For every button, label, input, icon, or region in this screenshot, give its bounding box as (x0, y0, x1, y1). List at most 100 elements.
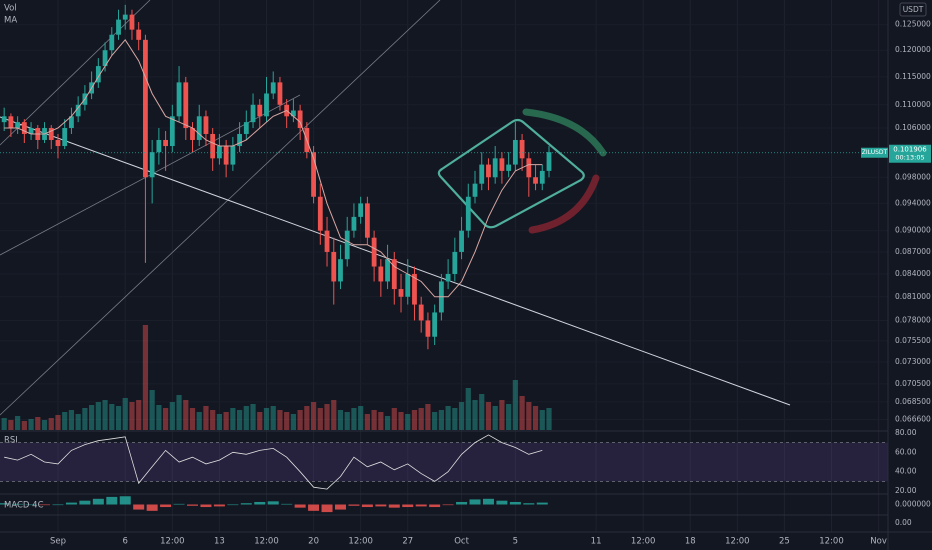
macd-bar (496, 500, 508, 505)
volume-bar (82, 408, 88, 430)
diamond-pattern (437, 118, 585, 229)
volume-bar (445, 406, 451, 430)
volume-bar (48, 418, 54, 430)
candle-body (15, 122, 21, 129)
candle-body (1, 116, 7, 123)
macd-bar (321, 504, 333, 513)
volume-bar (317, 408, 323, 430)
volume-bar (384, 416, 391, 430)
candle-body (183, 82, 189, 129)
rsi-tick-label: 60.00 (895, 447, 917, 456)
y-tick-label: 0.110000 (895, 100, 931, 109)
pane-tick-label: 0.00 (895, 518, 912, 527)
y-tick-label: 0.087000 (895, 247, 931, 256)
candle-body (351, 216, 357, 231)
volume-bar (378, 412, 384, 430)
candle-body (109, 34, 115, 51)
marks (0, 4, 888, 513)
volume-bar (15, 416, 21, 430)
y-tick-label: 0.066600 (895, 415, 931, 424)
macd-bar (402, 504, 414, 508)
candle-body (55, 139, 61, 147)
volume-bar (41, 420, 48, 430)
candle-body (533, 177, 538, 184)
volume-bar (331, 400, 337, 430)
macd-label: MACD 4C (4, 501, 44, 511)
volume-bar (485, 402, 492, 430)
macd-bar (523, 503, 535, 505)
candle-body (385, 259, 390, 282)
y-tick-label: 0.068500 (895, 397, 931, 406)
macd-bar (213, 504, 225, 507)
candle-body (223, 146, 229, 165)
volume-bar (257, 412, 263, 430)
x-tick-label: 12:00 (160, 537, 185, 547)
volume-bar (223, 412, 229, 430)
candle-body (479, 164, 485, 184)
volume-bar (183, 400, 189, 430)
candle-body (297, 110, 303, 129)
candle-body (526, 158, 532, 178)
upper-arc (522, 108, 607, 157)
volume-bar (156, 405, 162, 430)
candle-body (405, 273, 411, 297)
volume-bar (149, 390, 155, 430)
volume-bar (479, 394, 485, 430)
y-tick-label: 0.070500 (895, 379, 931, 388)
candle-body (546, 152, 552, 171)
volume-bar (236, 410, 243, 430)
candle-body (257, 104, 263, 117)
volume-bar (425, 404, 431, 430)
volume-bar (304, 406, 310, 430)
volume-bar (1, 418, 7, 430)
macd-bar (482, 498, 494, 505)
candle-body (317, 196, 323, 231)
macd-bar (308, 504, 320, 511)
currency-box (899, 2, 927, 17)
macd-bar (415, 504, 427, 507)
macd-bar (469, 499, 481, 505)
y-tick-label: 0.106000 (895, 123, 931, 132)
candle-body (539, 170, 545, 184)
volume-bar (136, 400, 142, 430)
x-tick-label: 18 (685, 537, 696, 547)
candle-body (156, 139, 162, 153)
volume-bar (142, 325, 149, 430)
volume-bar (411, 410, 418, 430)
candle-body (391, 259, 397, 290)
candle-body (75, 104, 81, 117)
macd-bar (119, 496, 131, 505)
countdown: 00:13:05 (895, 154, 924, 162)
candle-body (338, 259, 343, 282)
candle-body (398, 289, 404, 297)
y-tick-label: 0.084000 (895, 269, 931, 278)
candle-body (270, 82, 276, 94)
macd-bar (429, 504, 441, 508)
x-tick-label: 13 (214, 537, 225, 547)
candle-body (116, 19, 121, 35)
volume-bar (465, 388, 471, 430)
macd-bar (160, 504, 172, 508)
macd-bar (240, 503, 252, 505)
macd-bar (187, 504, 199, 506)
macd-bar (348, 504, 360, 506)
volume-bar (546, 408, 552, 430)
volume-bar (203, 406, 209, 430)
x-tick-label: 12:00 (254, 537, 279, 547)
x-tick-label: 12:00 (725, 537, 750, 547)
candle-body (190, 128, 195, 140)
x-tick-label: Oct (454, 537, 469, 547)
volume-bar (512, 380, 518, 430)
volume-bar (499, 400, 505, 430)
macd-bar (254, 501, 266, 505)
volume-bar (55, 415, 61, 430)
channel-line (0, 0, 441, 416)
rsi-tick-label: 20.00 (895, 486, 917, 495)
volume-bar (452, 408, 458, 430)
candle-body (331, 251, 337, 282)
macd-bar (79, 500, 91, 505)
volume-bar (432, 412, 438, 430)
macd-bar (536, 502, 548, 505)
candle-body (136, 29, 142, 40)
rsi-line (4, 434, 543, 490)
